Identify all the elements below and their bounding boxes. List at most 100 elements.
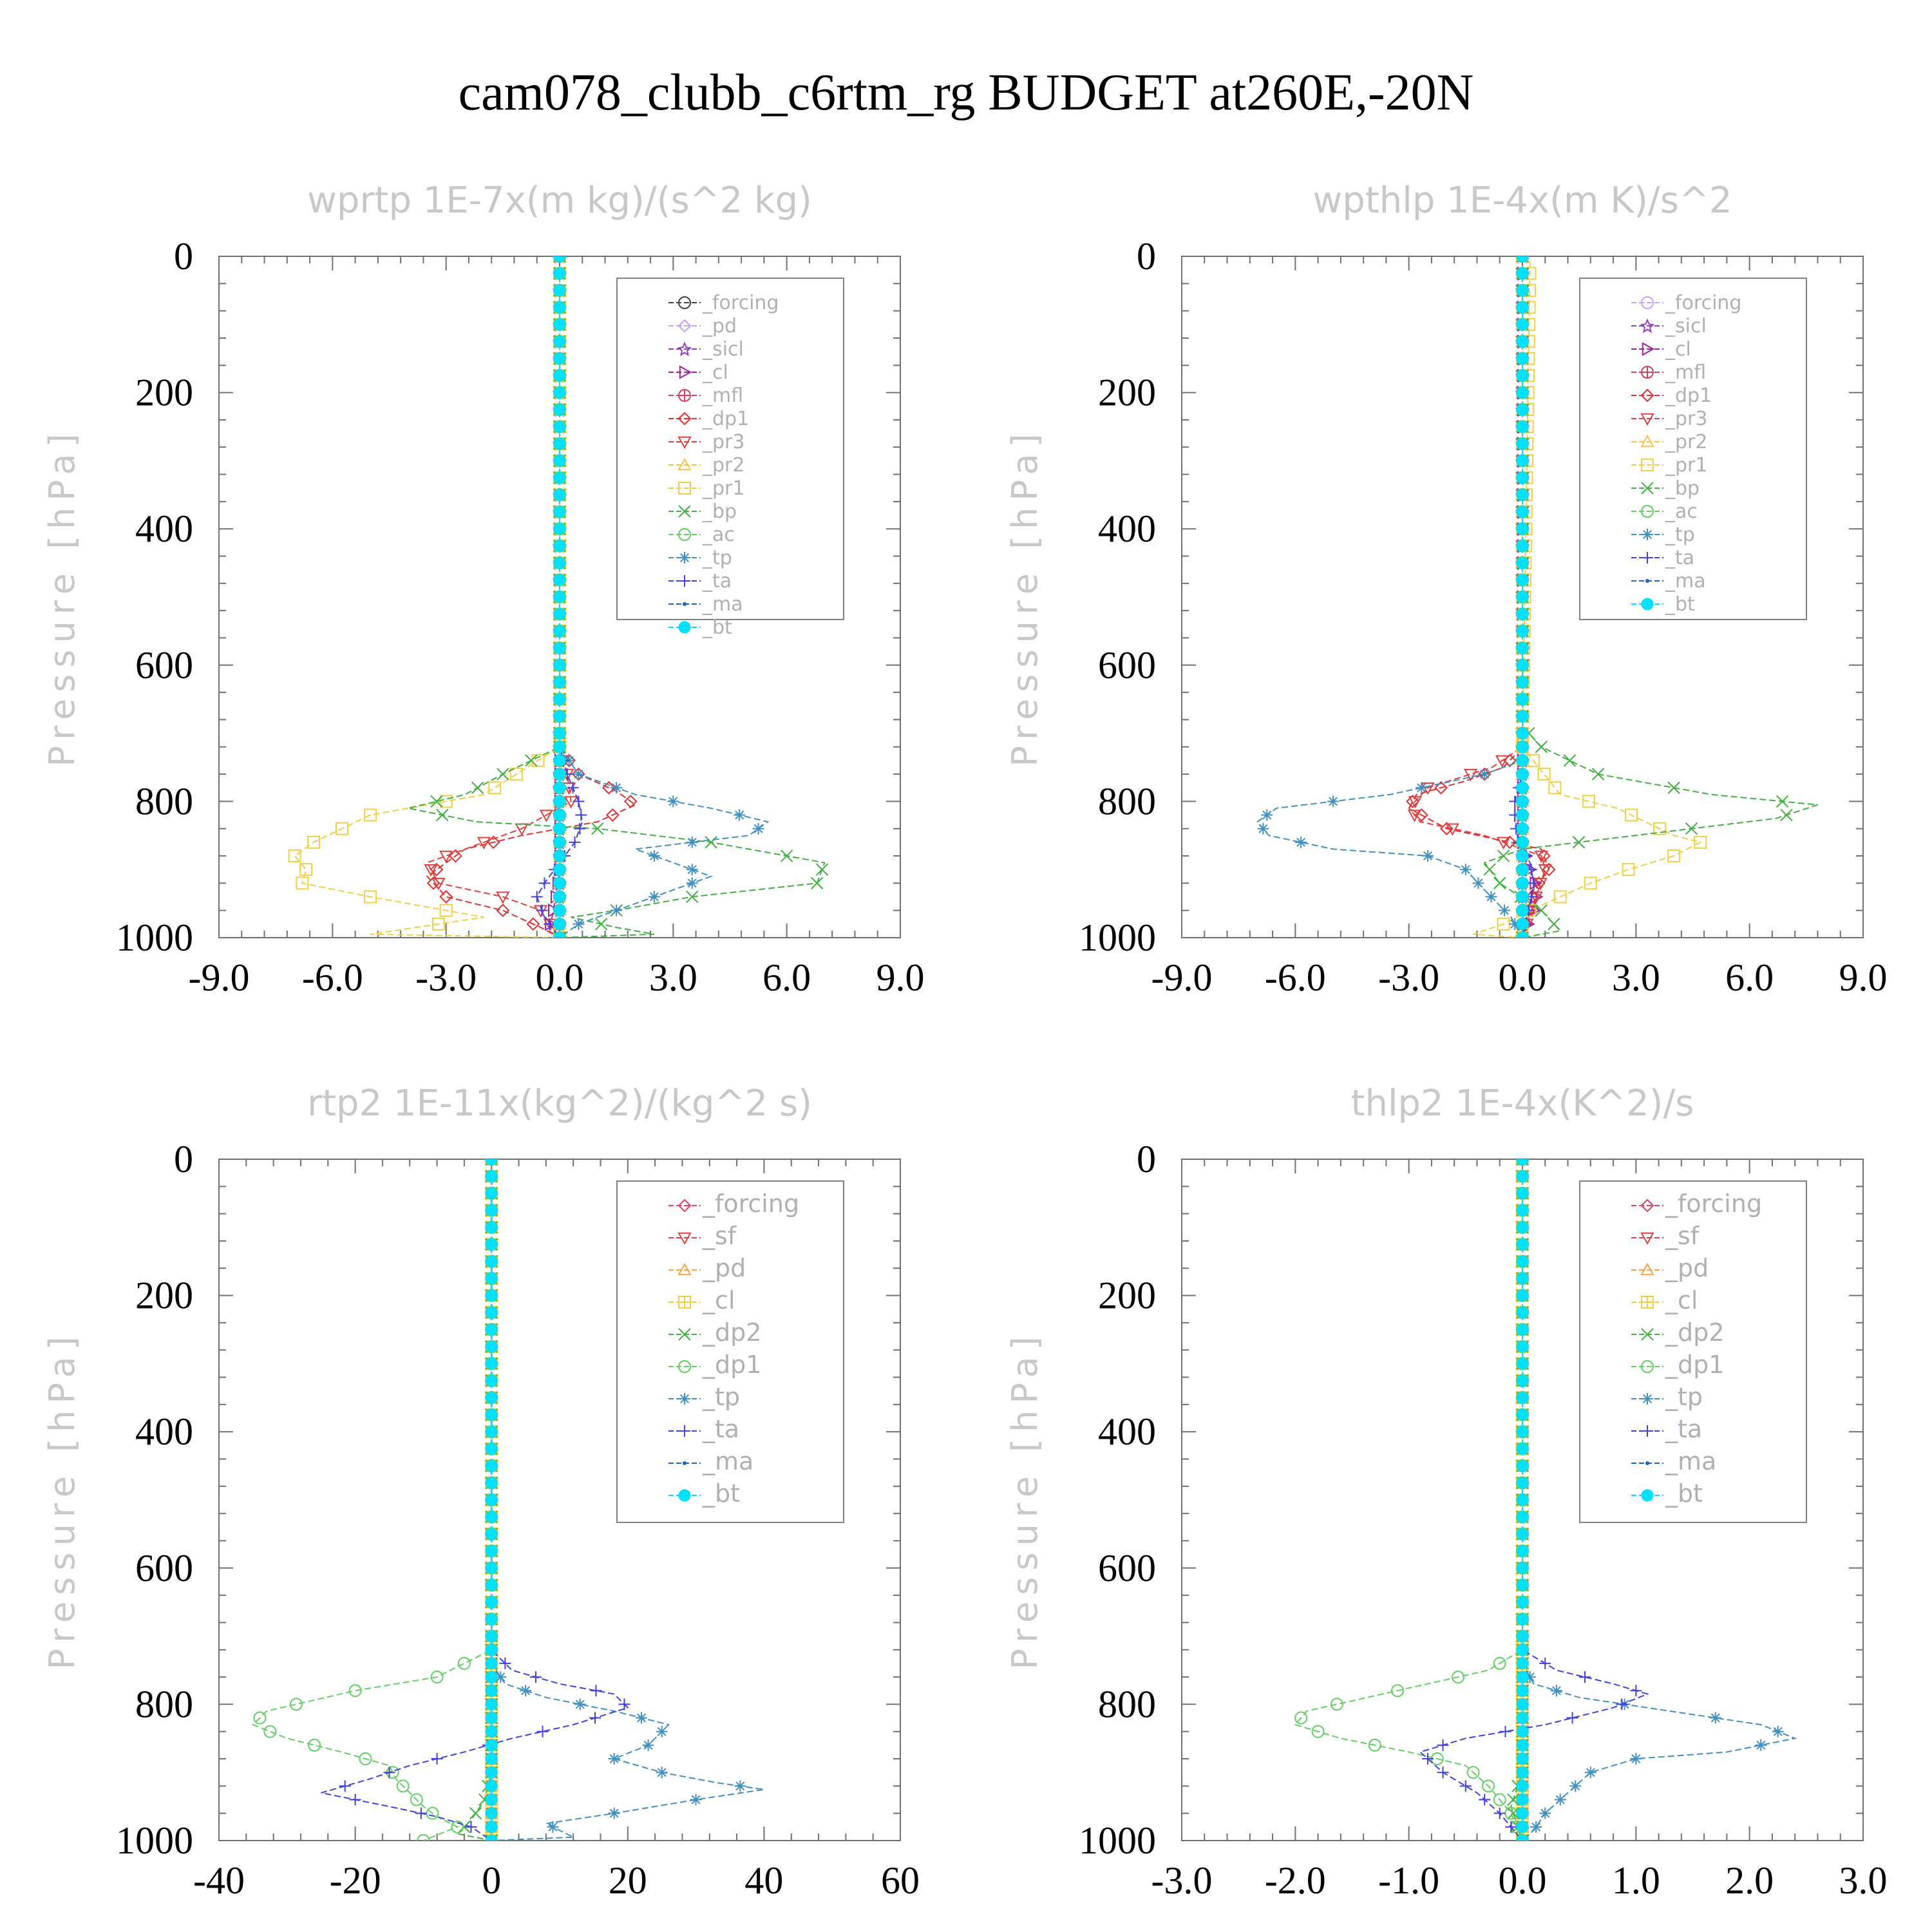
legend-label: _ac [702,524,735,546]
data-point [1516,795,1529,808]
data-point [590,1685,602,1697]
data-point [485,1613,498,1625]
data-point [1483,863,1496,876]
data-point [1537,768,1551,781]
data-point [648,850,660,862]
legend-item: _dp1 [668,408,749,430]
legend-marker [1641,1328,1654,1341]
data-point [573,918,585,930]
x-tick-label: -20 [330,1859,381,1902]
legend-label: _pr3 [1665,408,1707,430]
legend-marker [678,1296,691,1309]
data-point [1516,891,1529,904]
legend-item: _forcing [668,1189,799,1218]
data-point [1630,1753,1642,1765]
data-point [1295,836,1307,848]
series-layer [1256,256,1818,938]
data-point [1569,1780,1582,1792]
data-point [336,822,349,835]
data-point [1516,1821,1529,1833]
data-point [553,822,566,835]
data-point [686,836,698,848]
data-point [1578,1671,1591,1683]
data-point [1466,1766,1480,1779]
data-point [1538,864,1552,877]
data-point [1516,1807,1529,1820]
data-point [496,904,510,918]
data-point [1516,1578,1529,1591]
data-point [1685,822,1698,835]
data-point [485,1643,498,1656]
series-markers-bt [1516,1159,1529,1841]
legend-label: _tp [1665,524,1695,546]
legend-marker [677,1232,692,1245]
data-point [485,1306,498,1319]
data-point [485,1739,498,1752]
series-line-bp [408,256,826,938]
data-point [553,710,566,723]
data-point [1516,1698,1529,1710]
panel-title: thlp2 1E-4x(K^2)/s [1351,1083,1694,1124]
legend-marker [1642,1393,1653,1405]
data-point [1459,864,1472,876]
data-point [439,850,453,864]
legend-marker [1641,1296,1654,1309]
data-point [1516,822,1529,835]
legend-marker [1640,1198,1654,1213]
data-point [1516,1443,1529,1455]
data-point [485,1684,498,1697]
data-point [469,1806,482,1820]
y-tick-label: 0 [174,1138,193,1180]
legend-item: _dp1 [1631,1350,1724,1379]
legend-label: _sicl [1665,315,1707,337]
data-point [553,741,566,753]
legend-label: _forcing [702,1189,799,1218]
data-point [686,877,698,889]
data-point [289,1698,303,1711]
data-point [1616,1698,1628,1710]
data-point [485,1289,498,1302]
data-point [1516,1794,1529,1806]
data-point [589,1712,601,1724]
data-point [553,781,566,794]
data-point [1516,904,1529,917]
data-point [348,1684,362,1698]
data-point [520,1685,532,1697]
data-point [1516,1323,1529,1336]
legend-label: _forcing [702,292,779,314]
data-point [1437,1766,1449,1779]
legend-marker [1640,434,1654,448]
data-point [486,835,500,849]
data-point [485,1443,498,1455]
data-point [1516,1671,1529,1683]
legend-marker [1641,1489,1654,1502]
data-point [734,809,746,821]
legend-box [1579,1180,1807,1523]
data-point [1539,1657,1551,1669]
legend-marker [677,436,692,450]
legend-marker [677,457,692,471]
data-point [1550,1685,1562,1697]
x-tick-label: 9.0 [1839,956,1888,999]
y-tick-label: 600 [135,644,193,687]
series-markers-bt [1516,256,1529,938]
chart-panel-4: thlp2 1E-4x(K^2)/s Pressure [hPa] -3.0 -2.0… [1005,1083,1888,1902]
data-point [536,1725,549,1738]
data-point [1516,454,1529,467]
legend-marker [678,389,692,402]
data-point [1414,808,1428,822]
legend-label: _mfl [1665,361,1706,384]
data-point [1440,822,1454,836]
data-point [1516,522,1529,535]
legend-label: _pr1 [702,477,744,500]
legend-item: _ta [1631,1415,1702,1443]
data-point [1780,808,1793,822]
legend-marker [679,552,690,564]
data-point [288,849,301,863]
data-point [1407,810,1422,822]
data-point [1653,822,1667,835]
data-point [1516,386,1529,399]
x-tick-label: 6.0 [1725,956,1774,999]
x-tick-label: -3.0 [415,956,477,999]
data-point [553,591,566,603]
